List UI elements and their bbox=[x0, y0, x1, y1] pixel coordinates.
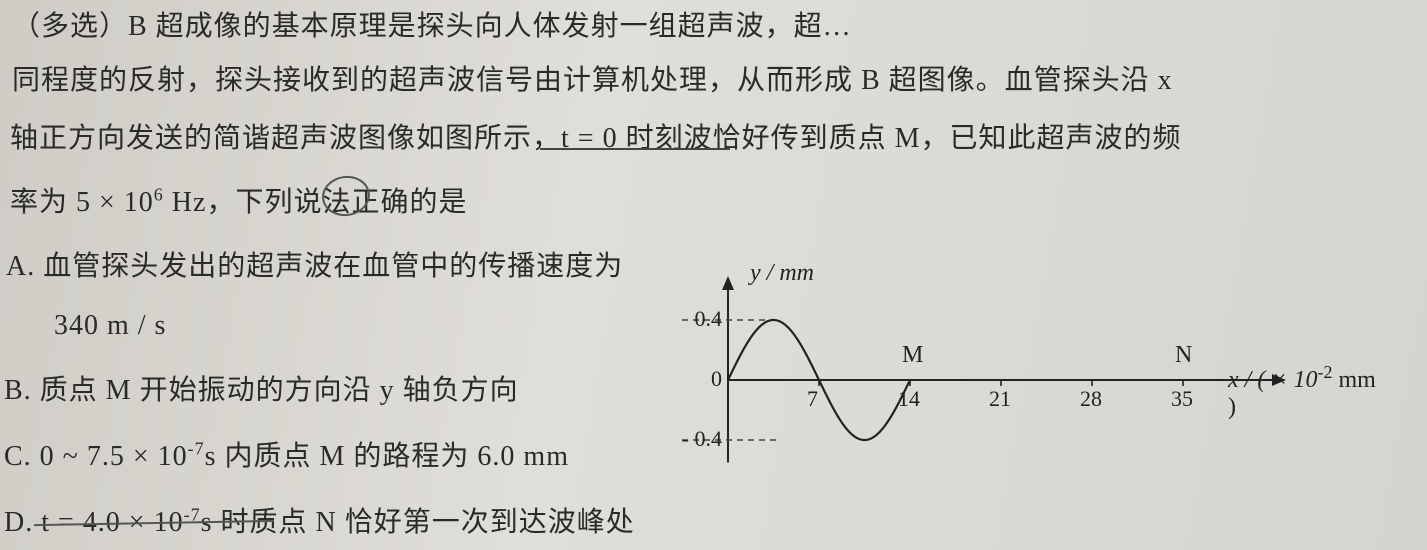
line4-prefix: 率为 5 × 10 bbox=[10, 187, 154, 218]
option-d: D. t = 4.0 × 10-7s 时质点 N 恰好第一次到达波峰处 bbox=[4, 500, 635, 540]
line4-exp: 6 bbox=[154, 185, 164, 205]
option-c: C. 0 ~ 7.5 × 10-7s 内质点 M 的路程为 6.0 mm bbox=[4, 434, 569, 474]
optc-suffix: s 内质点 M 的路程为 6.0 mm bbox=[205, 441, 569, 472]
x-axis-label-prefix: x / ( × 10 bbox=[1228, 367, 1318, 393]
problem-line-4: 率为 5 × 106 Hz，下列说法正确的是 bbox=[10, 180, 467, 220]
hand-underline-1 bbox=[540, 148, 730, 150]
option-b: B. 质点 M 开始振动的方向沿 y 轴负方向 bbox=[4, 368, 519, 408]
wave-point-label: M bbox=[902, 342, 923, 369]
x-axis-label-exp: -2 bbox=[1318, 362, 1333, 382]
page-root: { "text": { "line1": "（多选）B 超成像的基本原理是探头向… bbox=[0, 0, 1427, 550]
x-tick-label: 7 bbox=[807, 386, 818, 412]
option-a-line1: A. 血管探头发出的超声波在血管中的传播速度为 bbox=[6, 244, 623, 284]
problem-line-2: 同程度的反射，探头接收到的超声波信号由计算机处理，从而形成 B 超图像。血管探头… bbox=[12, 58, 1173, 98]
y-tick-label: - 0.4 bbox=[682, 426, 722, 452]
optc-exp: -7 bbox=[188, 439, 205, 459]
x-tick-label: 21 bbox=[989, 386, 1011, 412]
x-axis-label: x / ( × 10-2 mm ) bbox=[1228, 362, 1380, 421]
optd-suffix: s 时质点 N 恰好第一次到达波峰处 bbox=[201, 507, 635, 538]
wave-point-label: N bbox=[1175, 342, 1192, 369]
x-tick-label: 14 bbox=[898, 386, 920, 412]
x-tick-label: 35 bbox=[1171, 386, 1193, 412]
y-tick-label: 0 bbox=[711, 366, 722, 392]
problem-line-1: （多选）B 超成像的基本原理是探头向人体发射一组超声波，超… bbox=[12, 4, 852, 44]
option-a-line2: 340 m / s bbox=[54, 310, 166, 342]
wave-chart: y / mm x / ( × 10-2 mm ) - 0.4 0 0.4 7 14 21 2… bbox=[680, 262, 1380, 492]
problem-line-3: 轴正方向发送的简谐超声波图像如图所示，t = 0 时刻波恰好传到质点 M，已知此… bbox=[10, 116, 1181, 156]
y-axis-label: y / mm bbox=[750, 260, 814, 287]
x-tick-label: 28 bbox=[1080, 386, 1102, 412]
y-tick-label: 0.4 bbox=[695, 306, 723, 332]
line4-suffix: Hz，下列说法正确的是 bbox=[164, 187, 468, 218]
optc-prefix: C. 0 ~ 7.5 × 10 bbox=[4, 441, 188, 472]
